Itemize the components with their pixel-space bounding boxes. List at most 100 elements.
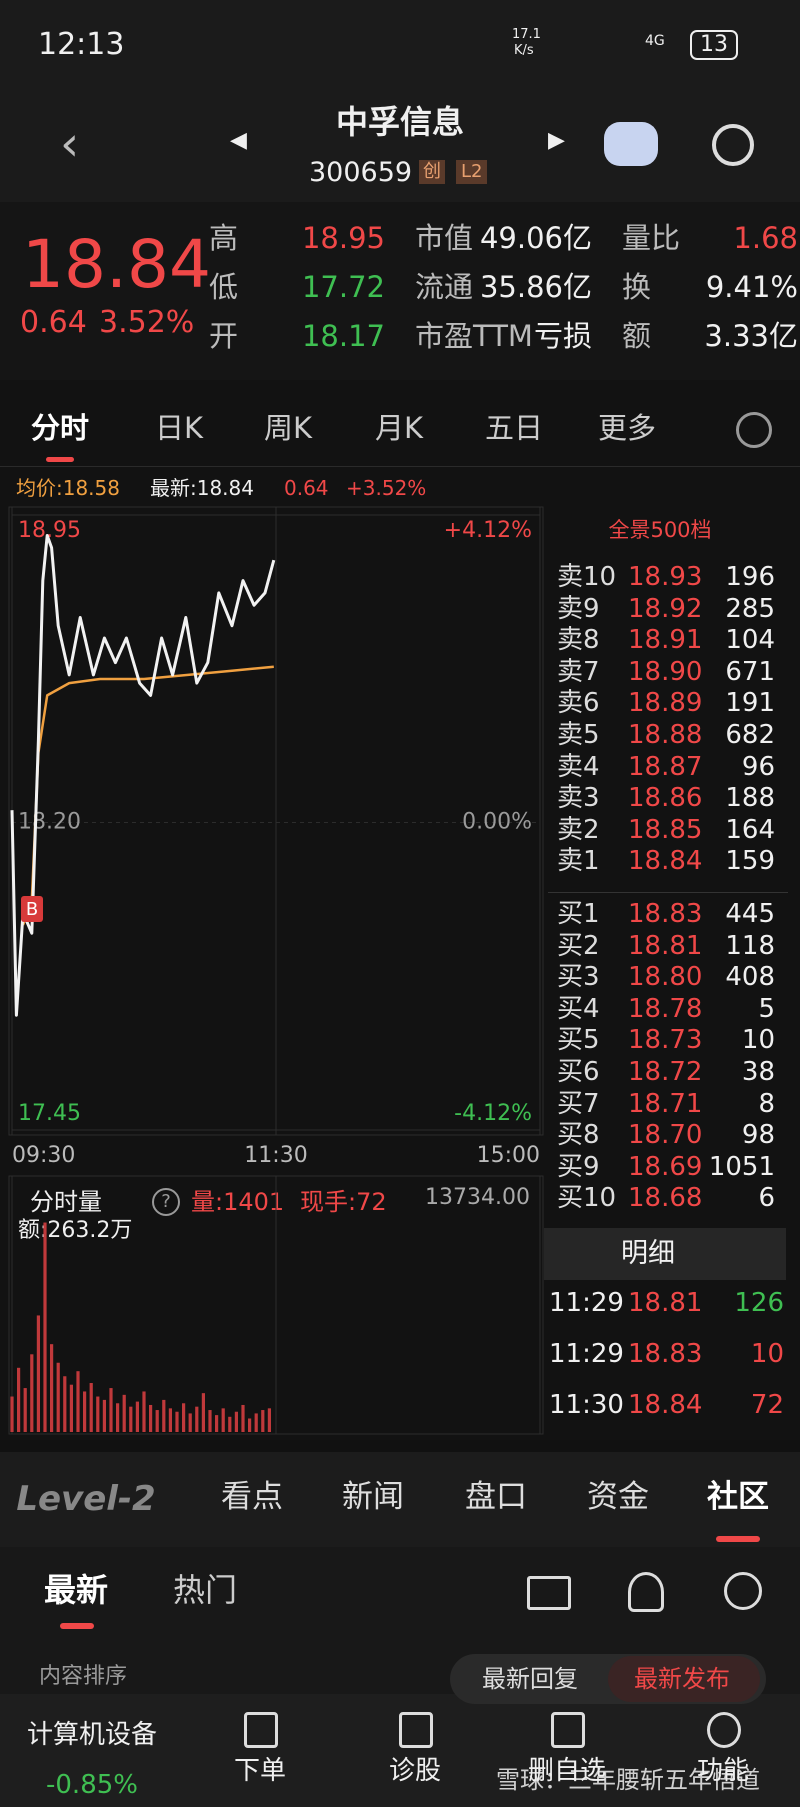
book-volume: 5: [758, 993, 775, 1024]
change: 0.64: [20, 305, 87, 340]
bottom-icon[interactable]: [707, 1712, 741, 1748]
sector[interactable]: 计算机设备: [26, 1720, 158, 1750]
book-price: 18.85: [628, 814, 703, 845]
stat-value: 9.41%: [705, 270, 798, 304]
hand: 现手:72: [300, 1188, 387, 1216]
book-volume: 10: [741, 1025, 775, 1056]
mail-icon[interactable]: [527, 1576, 571, 1610]
sort-option[interactable]: 最新发布: [634, 1665, 730, 1693]
bottom-icon[interactable]: [399, 1712, 433, 1748]
bottom-icon[interactable]: [244, 1712, 278, 1748]
assistant-icon[interactable]: [604, 122, 658, 166]
book-volume: 285: [725, 593, 775, 624]
book-label: 卖5: [557, 720, 600, 750]
refresh-icon[interactable]: [724, 1572, 762, 1610]
nav-tab[interactable]: Level-2: [16, 1479, 156, 1519]
book-label: 卖4: [557, 751, 600, 782]
stat-label: 量比: [622, 221, 681, 255]
bottom-item[interactable]: 诊股: [388, 1756, 442, 1786]
detail-volume: 72: [750, 1390, 784, 1420]
book-volume: 196: [725, 562, 775, 592]
book-price: 18.83: [628, 899, 703, 929]
detail-price: 18.84: [628, 1390, 703, 1420]
status-time: 12:13: [38, 27, 125, 62]
bottom-item[interactable]: 功能: [696, 1756, 750, 1786]
book-price: 18.71: [628, 1088, 703, 1119]
book-label: 卖7: [557, 656, 600, 687]
book-label: 买10: [557, 1183, 617, 1214]
stat-label: 市盈TTM: [415, 319, 533, 353]
chart-tab[interactable]: 日K: [154, 411, 204, 445]
back-button[interactable]: ‹: [60, 116, 80, 172]
net-speed: 17.1: [512, 27, 541, 42]
sort-option[interactable]: 最新回复: [482, 1665, 578, 1693]
chart-tab[interactable]: 更多: [597, 411, 657, 445]
nav-tab[interactable]: 社区: [707, 1479, 769, 1515]
level-badge: L2: [456, 160, 488, 184]
book-label: 买3: [557, 962, 600, 993]
volume-help[interactable]: ?: [152, 1188, 180, 1216]
book-price: 18.87: [628, 751, 703, 782]
bottom-icon[interactable]: [551, 1712, 585, 1748]
nav-bg: [0, 1452, 800, 1547]
chart-tab[interactable]: 月K: [374, 411, 424, 445]
book-volume: 8: [758, 1088, 775, 1119]
avg-price: 均价:18.58: [16, 476, 120, 500]
book-volume: 671: [725, 656, 775, 687]
chart-tab[interactable]: 五日: [484, 411, 544, 445]
book-price: 18.91: [628, 625, 703, 656]
detail-price: 18.81: [628, 1288, 703, 1318]
nav-tab[interactable]: 资金: [587, 1479, 649, 1515]
nav-tab[interactable]: 看点: [221, 1479, 283, 1515]
book-label: 买1: [557, 899, 600, 929]
search-icon[interactable]: [712, 124, 754, 166]
stat-value: 18.17: [301, 319, 385, 353]
detail-time: 11:30: [549, 1390, 624, 1420]
book-volume: 98: [741, 1120, 775, 1151]
volume-title[interactable]: 分时量: [30, 1188, 102, 1216]
bottom-item[interactable]: 下单: [233, 1756, 287, 1786]
stock-code: 300659: [309, 157, 413, 188]
stat-label: 换: [622, 270, 652, 304]
book-label: 卖8: [557, 625, 600, 656]
detail-title[interactable]: 明细: [621, 1238, 675, 1269]
detail-time: 11:29: [549, 1339, 624, 1369]
book-volume: 96: [741, 751, 775, 782]
volume-stat: 量:1401: [191, 1188, 285, 1216]
next-stock[interactable]: ▶: [548, 128, 565, 153]
chart-tab[interactable]: 分时: [30, 411, 90, 445]
stat-value: 17.72: [301, 270, 385, 304]
latest-price: 最新:18.84: [150, 476, 254, 500]
user-icon[interactable]: [628, 1572, 664, 1612]
book-price: 18.72: [628, 1057, 703, 1087]
nav-tab[interactable]: 新闻: [342, 1479, 404, 1515]
book-label: 卖1: [557, 846, 600, 877]
feed-tab[interactable]: 热门: [172, 1571, 238, 1609]
book-price: 18.89: [628, 688, 703, 719]
book-label: 卖9: [557, 593, 600, 624]
book-volume: 445: [725, 899, 775, 929]
chart-tab[interactable]: 周K: [263, 411, 313, 445]
sort-label: 内容排序: [39, 1664, 128, 1689]
settings-icon[interactable]: [736, 412, 772, 448]
prev-stock[interactable]: ◀: [230, 128, 247, 153]
info-change: 0.64: [284, 476, 329, 500]
feed-tab[interactable]: 最新: [43, 1571, 109, 1609]
board-badge: 创: [419, 160, 445, 184]
price: 18.84: [22, 226, 211, 303]
book-volume: 6: [758, 1183, 775, 1214]
info-change-pct: +3.52%: [346, 476, 427, 500]
detail-volume: 126: [734, 1288, 784, 1318]
book-volume: 159: [725, 846, 775, 877]
watermark: 雪球：三年腰斩五年悟道: [496, 1766, 760, 1794]
change-pct: 3.52%: [99, 305, 195, 340]
detail-time: 11:29: [549, 1288, 624, 1318]
net-speed-unit: K/s: [514, 43, 534, 58]
detail-header-bg: [544, 1228, 786, 1280]
bottom-item[interactable]: 删自选: [527, 1756, 607, 1786]
book-price: 18.88: [628, 720, 703, 750]
book-volume: 38: [741, 1057, 775, 1087]
book-label: 卖10: [557, 562, 617, 592]
nav-tab[interactable]: 盘口: [465, 1479, 527, 1515]
